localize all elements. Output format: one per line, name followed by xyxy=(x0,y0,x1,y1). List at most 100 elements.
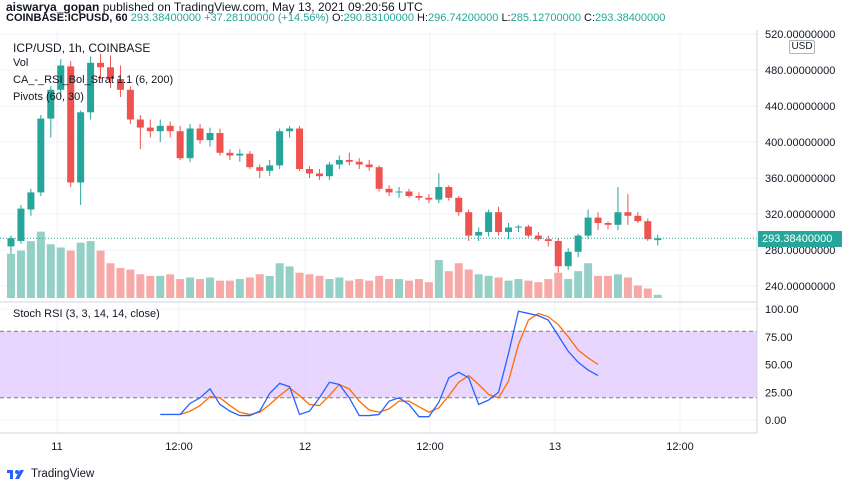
time-tick-label: 11 xyxy=(51,441,62,453)
candle-body xyxy=(17,208,25,241)
volume-bar xyxy=(434,260,443,298)
volume-bar xyxy=(345,280,354,298)
candle-body xyxy=(236,153,244,156)
candle-body xyxy=(514,226,522,228)
volume-bar xyxy=(215,280,224,298)
candle-body xyxy=(325,164,333,177)
open-value: 290.83100000 xyxy=(343,12,414,24)
volume-bar xyxy=(166,274,175,298)
volume-bar xyxy=(444,271,453,298)
change-value: +37.28100000 (+14.56%) xyxy=(204,12,329,24)
volume-bar xyxy=(265,275,274,298)
candle-body xyxy=(296,128,304,169)
stoch-d-line xyxy=(179,312,599,416)
volume-bar xyxy=(454,263,463,298)
volume-bar xyxy=(136,274,145,298)
volume-bar xyxy=(86,241,95,298)
volume-bar xyxy=(235,279,244,298)
candle-body xyxy=(67,66,75,183)
candle-body xyxy=(216,133,224,153)
low-value: 285.12700000 xyxy=(510,12,581,24)
candle-body xyxy=(584,217,592,236)
candle-body xyxy=(57,65,65,90)
time-tick-label: 12:00 xyxy=(416,441,444,453)
candle-body xyxy=(554,241,562,267)
candle-body xyxy=(365,164,373,168)
time-tick-label: 12 xyxy=(299,441,311,453)
candle-body xyxy=(266,165,274,171)
candle-body xyxy=(624,212,632,216)
time-tick-label: 13 xyxy=(549,441,561,453)
price-axis-ticks: 520.00000000 480.00000000 440.00000000 400.… xyxy=(765,29,835,293)
volume-bar xyxy=(604,275,612,298)
candle-body xyxy=(176,131,184,159)
candle-body xyxy=(485,212,493,232)
volume-bar xyxy=(206,277,214,298)
candle-body xyxy=(315,173,323,177)
chart-title: ICP/USD, 1h, COINBASE xyxy=(13,41,151,55)
candle-body xyxy=(306,169,313,174)
volume-bar xyxy=(494,277,503,298)
candle-body xyxy=(335,160,343,165)
tradingview-logo[interactable]: TradingView xyxy=(6,467,94,481)
candle-body xyxy=(574,235,582,252)
candle-body xyxy=(77,112,85,183)
candle-body xyxy=(495,212,503,232)
candle-body xyxy=(405,191,413,196)
volume-bar xyxy=(315,275,324,298)
candle-body xyxy=(345,160,353,162)
candle-body xyxy=(37,118,45,193)
candle-body xyxy=(654,238,662,241)
time-axis-ticks: 11 12:00 12 12:00 13 12:00 xyxy=(51,441,693,453)
candle-body xyxy=(524,226,532,236)
volume-bar xyxy=(424,282,433,298)
candle-body xyxy=(126,89,134,120)
volume-bar xyxy=(633,285,642,298)
candle-body xyxy=(186,128,194,159)
volume-bar xyxy=(554,272,563,298)
publisher-name: aiswarya_gopan xyxy=(6,0,100,14)
price-tick-label: 240.00000000 xyxy=(765,281,835,293)
candle-body xyxy=(87,62,95,113)
vol-legend: Vol xyxy=(13,57,29,69)
close-value: 293.38400000 xyxy=(130,12,202,24)
stoch-band xyxy=(0,331,757,398)
volume-bar xyxy=(574,271,583,298)
volume-bar xyxy=(524,280,533,298)
candle-body xyxy=(166,125,174,132)
candle-body xyxy=(146,127,154,132)
volume-bar xyxy=(375,275,384,298)
candle-body xyxy=(97,62,105,68)
volume-bar xyxy=(275,263,284,298)
currency-button[interactable]: USD xyxy=(789,40,815,54)
publish-text: published on TradingView.com, May 13, 20… xyxy=(102,0,423,14)
price-tick-label: 280.00000000 xyxy=(765,245,835,257)
volume-bar xyxy=(653,294,662,298)
volume-bar xyxy=(46,244,55,298)
candle-body xyxy=(156,125,164,132)
candle-body xyxy=(594,217,602,223)
volume-bar xyxy=(643,288,652,298)
volume-bar xyxy=(534,282,543,298)
publish-info: aiswarya_gopan published on TradingView.… xyxy=(6,0,423,14)
price-tick-label: 360.00000000 xyxy=(765,173,835,185)
candle-body xyxy=(415,196,423,198)
volume-bar xyxy=(126,269,135,298)
stoch-axis-ticks: 100.00 75.00 50.00 25.00 0.00 xyxy=(765,304,799,427)
tradingview-logo-icon xyxy=(7,470,24,479)
candles xyxy=(7,53,662,273)
ohlc-row: COINBASE:ICPUSD, 60 293.38400000 +37.281… xyxy=(6,12,665,24)
candle-body xyxy=(47,89,55,119)
volume-bar xyxy=(146,275,155,298)
price-tick-label: 320.00000000 xyxy=(765,209,835,221)
volume-bar xyxy=(156,275,165,298)
candle-body xyxy=(375,167,383,189)
price-tick-label: 480.00000000 xyxy=(765,65,835,77)
volume-bar xyxy=(56,247,65,298)
stoch-k-line xyxy=(160,310,599,418)
stoch-lines xyxy=(160,310,599,418)
candle-body xyxy=(116,79,124,90)
candle-body xyxy=(276,131,284,166)
candle-body xyxy=(425,197,433,200)
